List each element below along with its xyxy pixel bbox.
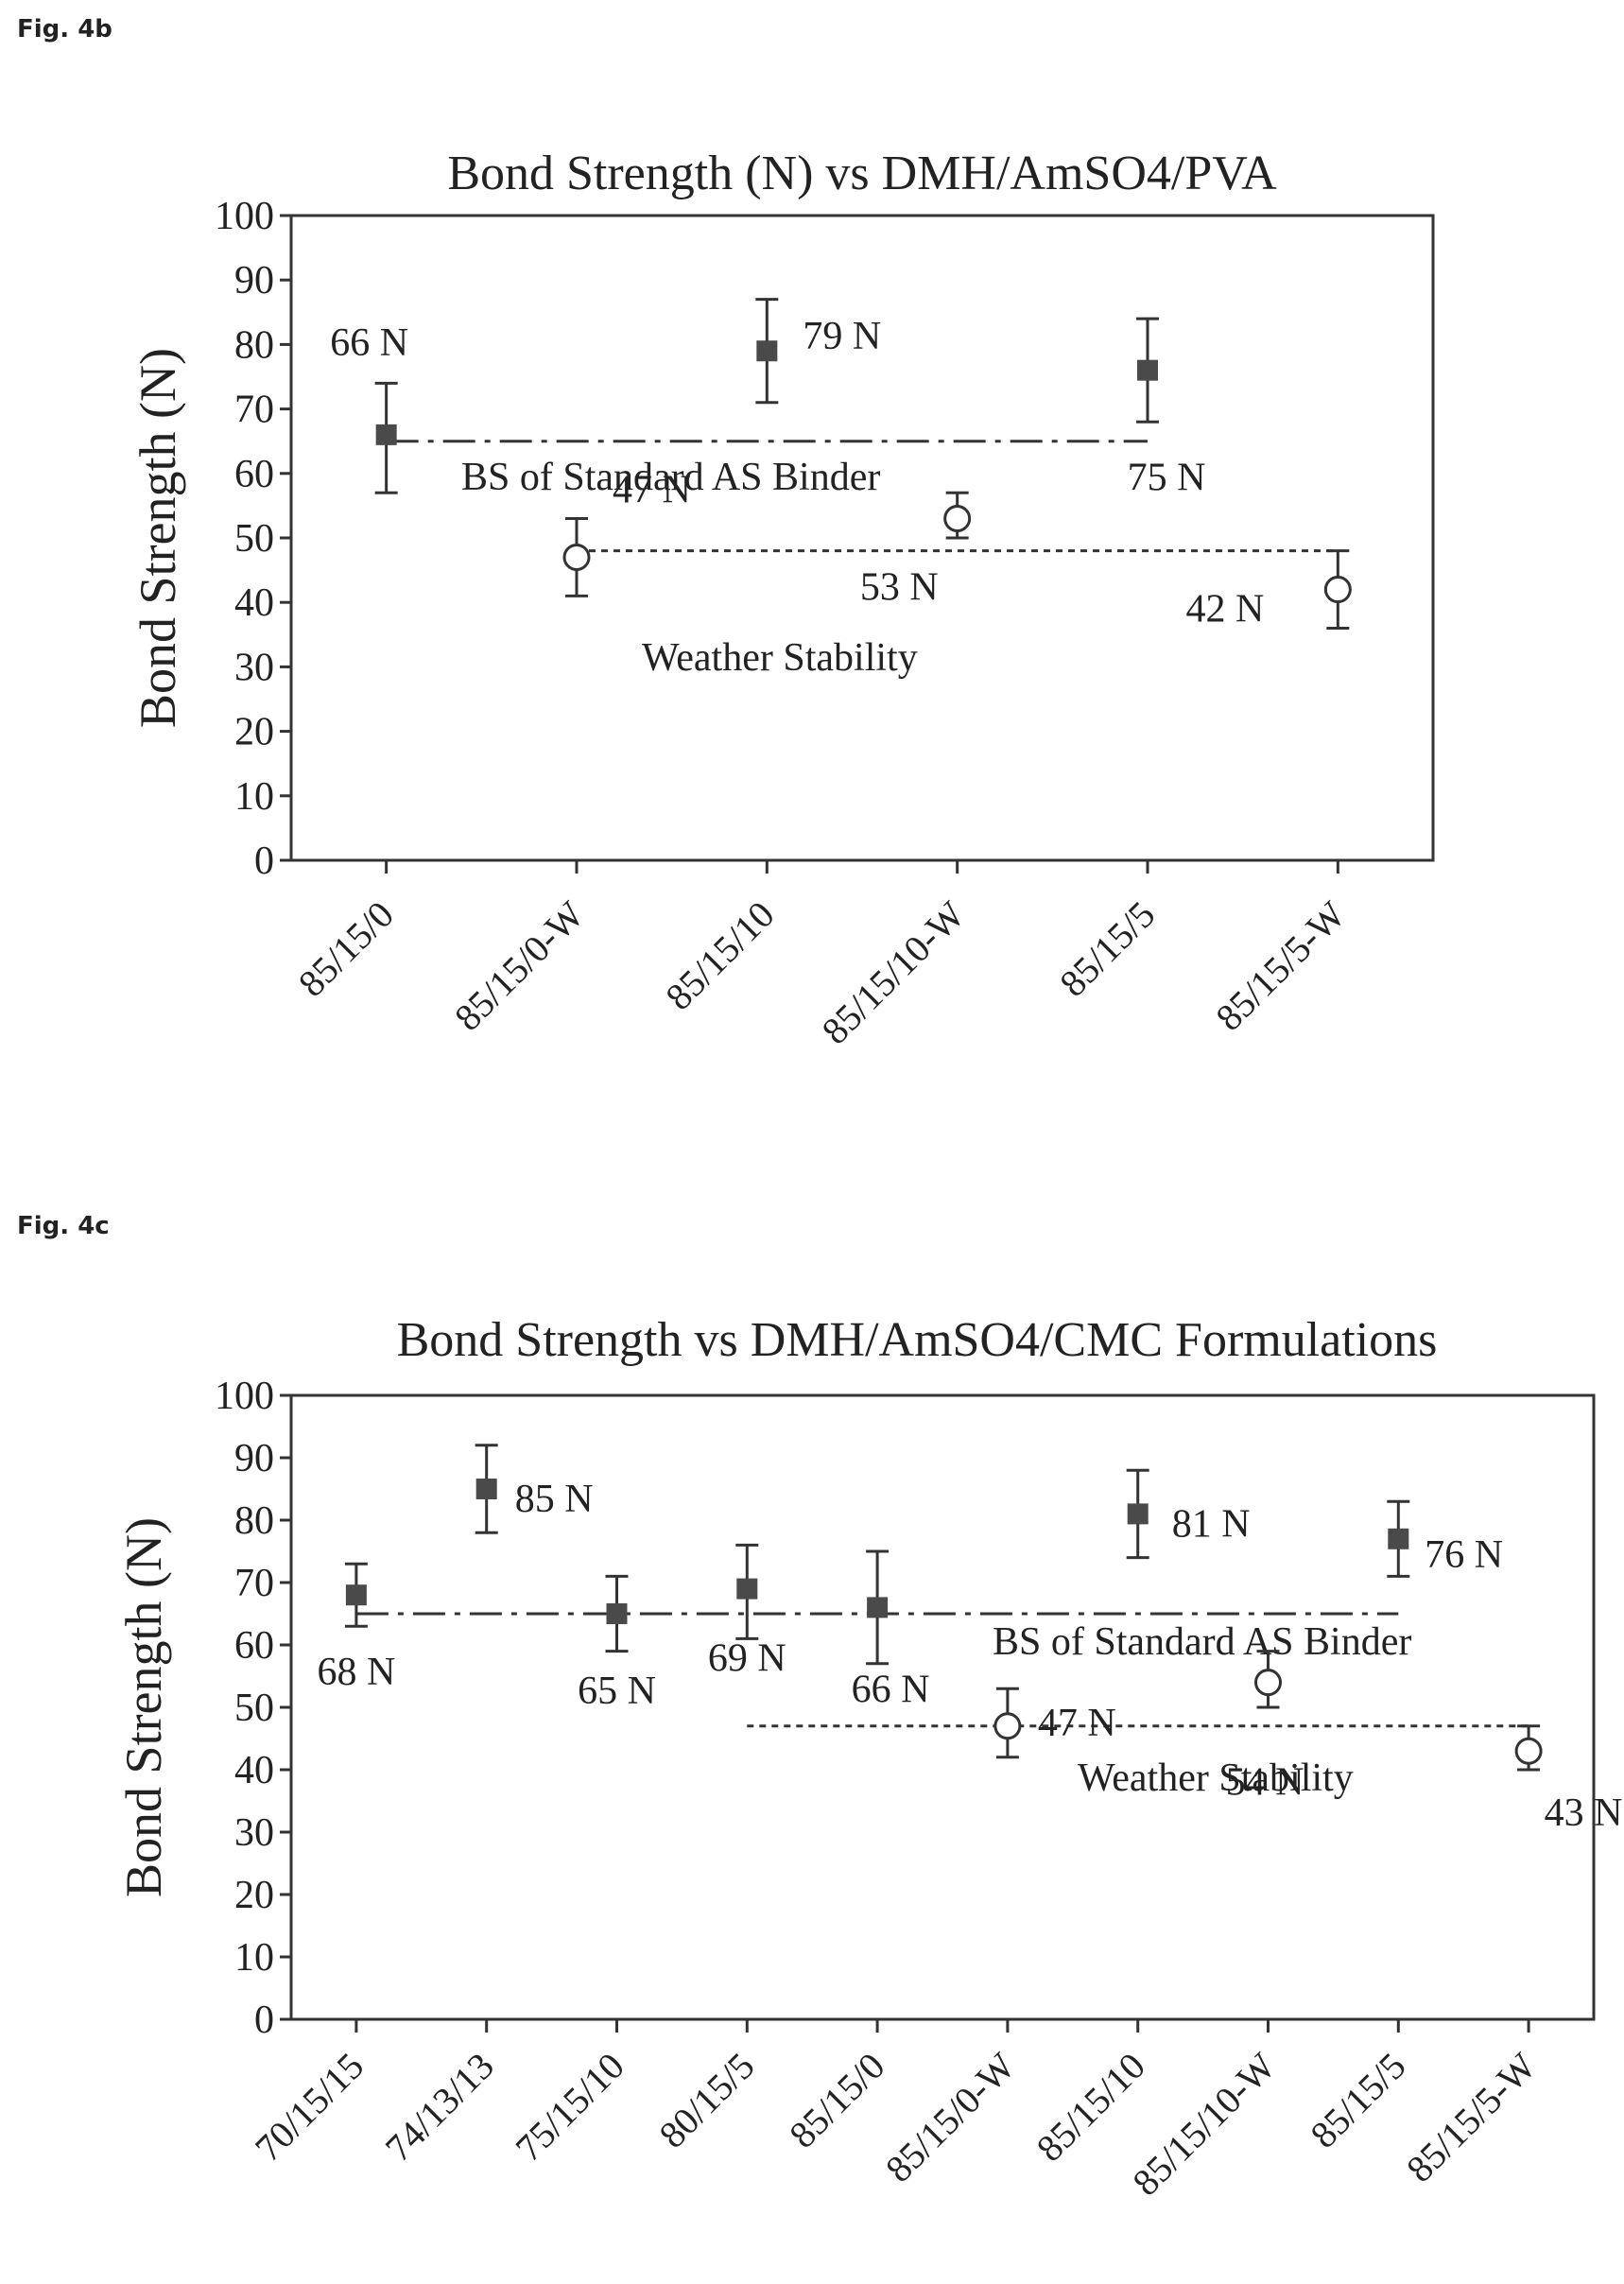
y-tick-label: 30 [234, 1811, 274, 1855]
y-tick-label: 0 [254, 839, 274, 883]
data-label: 42 N [1185, 588, 1264, 632]
data-label: 43 N [1545, 1791, 1623, 1835]
data-point-square [345, 1584, 367, 1606]
data-point-square [1137, 359, 1158, 381]
x-tick-label: 70/15/15 [247, 2045, 371, 2170]
data-point-square [475, 1479, 497, 1499]
data-point-circle [1254, 1669, 1282, 1697]
x-tick-label: 85/15/0-W [446, 892, 593, 1039]
x-tick-label: 85/15/0-W [877, 2044, 1024, 2190]
y-tick-label: 50 [234, 1687, 274, 1730]
data-label: 66 N [330, 321, 408, 365]
y-tick-label: 20 [234, 1874, 274, 1917]
y-tick-label: 100 [215, 195, 274, 238]
plot-frame [289, 214, 1435, 862]
y-tick-label: 90 [234, 1437, 274, 1480]
data-label: 66 N [852, 1668, 930, 1711]
x-tick-label: 85/15/5-W [1207, 892, 1354, 1039]
x-tick-label: 85/15/0 [781, 2045, 892, 2156]
y-tick-label: 40 [234, 581, 274, 625]
chart-4b: Bond Strength (N) vs DMH/AmSO4/PVA Bond S… [130, 147, 1435, 1052]
data-point-circle [562, 543, 591, 571]
y-tick-label: 80 [234, 1499, 274, 1543]
data-label: 47 N [1038, 1702, 1116, 1745]
y-tick-label: 60 [234, 453, 274, 496]
data-label: 65 N [578, 1670, 656, 1713]
data-label: 81 N [1172, 1502, 1251, 1546]
y-tick-label: 100 [215, 1375, 274, 1418]
data-point-square [736, 1578, 758, 1600]
y-tick-label: 60 [234, 1624, 274, 1668]
data-label: 75 N [1128, 457, 1206, 500]
data-point-square [375, 424, 397, 445]
reference-label-weather-stability: Weather Stability [1078, 1756, 1354, 1800]
x-tick-label: 85/15/10 [657, 893, 782, 1018]
reference-label-weather-stability: Weather Stability [642, 636, 918, 680]
data-point-square [1127, 1503, 1149, 1525]
y-tick-label: 70 [234, 389, 274, 432]
data-label: 47 N [613, 468, 691, 511]
y-tick-label: 10 [234, 1936, 274, 1980]
x-tick-label: 85/15/10-W [1124, 2044, 1284, 2204]
y-tick-label: 70 [234, 1562, 274, 1605]
x-tick-label: 85/15/5 [1302, 2045, 1413, 2156]
figure-label-4b: Fig. 4b [17, 15, 112, 43]
data-label: 54 N [1226, 1761, 1304, 1805]
x-tick-label: 85/15/0 [290, 893, 402, 1005]
x-tick-label: 74/13/13 [377, 2045, 502, 2170]
data-point-circle [1514, 1737, 1543, 1765]
data-point-square [1388, 1528, 1409, 1549]
data-point-square [756, 340, 778, 362]
y-tick-label: 10 [234, 775, 274, 819]
y-tick-label: 50 [234, 517, 274, 561]
x-tick-label: 85/15/10 [1028, 2045, 1153, 2170]
y-tick-label: 30 [234, 646, 274, 689]
data-label: 68 N [317, 1651, 395, 1694]
chart-title: Bond Strength (N) vs DMH/AmSO4/PVA [447, 147, 1277, 200]
data-label: 69 N [708, 1637, 786, 1681]
reference-label-standard-binder: BS of Standard AS Binder [993, 1620, 1411, 1664]
y-axis-label: Bond Strength (N) [130, 348, 186, 728]
reference-label-standard-binder: BS of Standard AS Binder [461, 456, 880, 499]
data-label: 76 N [1425, 1533, 1503, 1577]
y-axis-label: Bond Strength (N) [115, 1517, 172, 1897]
data-label: 85 N [515, 1478, 594, 1521]
y-tick-label: 20 [234, 711, 274, 754]
data-label: 79 N [803, 315, 881, 358]
data-point-circle [993, 1712, 1022, 1740]
data-label: 53 N [860, 566, 939, 610]
figure-label-4c: Fig. 4c [17, 1212, 110, 1240]
y-tick-label: 90 [234, 259, 274, 303]
y-tick-label: 40 [234, 1749, 274, 1792]
data-point-square [867, 1597, 889, 1618]
chart-4c: Bond Strength vs DMH/AmSO4/CMC Formulati… [115, 1313, 1623, 2204]
x-tick-label: 75/15/10 [507, 2045, 631, 2170]
y-tick-label: 80 [234, 323, 274, 367]
x-tick-label: 85/15/5 [1051, 893, 1163, 1005]
data-point-circle [1323, 576, 1352, 604]
data-point-square [606, 1603, 628, 1624]
y-tick-label: 0 [254, 1998, 274, 2042]
x-tick-label: 85/15/10-W [814, 892, 974, 1052]
x-tick-label: 80/15/5 [650, 2045, 762, 2156]
chart-title: Bond Strength vs DMH/AmSO4/CMC Formulati… [397, 1313, 1438, 1367]
data-point-circle [943, 505, 972, 533]
x-tick-label: 85/15/5-W [1398, 2044, 1545, 2190]
